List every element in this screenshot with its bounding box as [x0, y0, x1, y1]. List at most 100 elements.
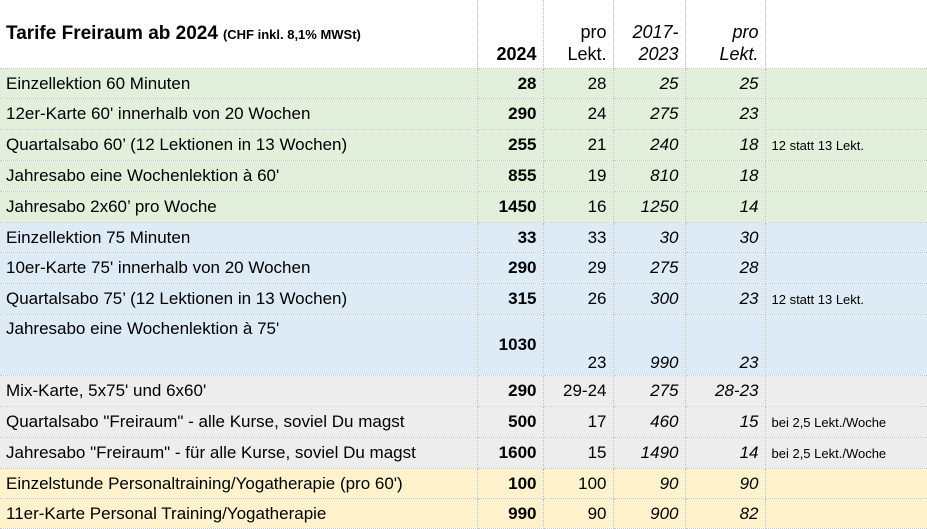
price-2024: 290 — [477, 252, 544, 284]
price-2024: 255 — [477, 129, 544, 161]
row-label: Einzellektion 60 Minuten — [0, 68, 478, 99]
price-2024: 1030 — [477, 314, 544, 376]
price-old-per-lesson: 23 — [685, 283, 766, 315]
price-old: 1490 — [613, 437, 686, 469]
price-old-per-lesson: 28-23 — [685, 375, 766, 407]
price-2024: 28 — [477, 68, 544, 99]
price-2024: 1600 — [477, 437, 544, 469]
col-header-lekt: Lekt. — [567, 44, 607, 64]
price-old-per-lesson: 82 — [685, 498, 766, 529]
row-label: Quartalsabo "Freiraum" - alle Kurse, sov… — [0, 406, 478, 438]
price-old: 275 — [613, 98, 686, 130]
table-row: Jahresabo "Freiraum" - für alle Kurse, s… — [0, 437, 927, 469]
row-note — [765, 375, 927, 407]
price-old: 300 — [613, 283, 686, 315]
price-old-per-lesson: 23 — [685, 314, 766, 376]
price-old-per-lesson: 23 — [685, 98, 766, 130]
price-old: 990 — [613, 314, 686, 376]
table-row: Quartalsabo 60’ (12 Lektionen in 13 Woch… — [0, 129, 927, 161]
row-note: 12 statt 13 Lekt. — [765, 129, 927, 161]
price-per-lesson: 29-24 — [543, 375, 614, 407]
page-subtitle: (CHF inkl. 8,1% MWSt) — [222, 27, 361, 42]
table-row: Jahresabo 2x60’ pro Woche 1450 16 1250 1… — [0, 191, 927, 223]
price-old-per-lesson: 15 — [685, 406, 766, 438]
price-2024: 855 — [477, 160, 544, 192]
row-label: Quartalsabo 75’ (12 Lektionen in 13 Woch… — [0, 283, 478, 315]
price-2024: 100 — [477, 468, 544, 499]
col-header-pro-lekt: pro Lekt. — [543, 0, 614, 69]
price-old-per-lesson: 18 — [685, 129, 766, 161]
col-header-years-start: 2017- — [632, 22, 679, 42]
row-label: Jahresabo eine Wochenlektion à 75' — [6, 319, 280, 338]
row-label: Jahresabo "Freiraum" - für alle Kurse, s… — [0, 437, 478, 469]
price-per-lesson: 28 — [543, 68, 614, 99]
row-note — [765, 98, 927, 130]
row-note — [765, 314, 927, 376]
price-per-lesson: 19 — [543, 160, 614, 192]
price-old: 30 — [613, 222, 686, 253]
col-header-old-lekt: Lekt. — [719, 44, 759, 64]
table-row: 11er-Karte Personal Training/Yogatherapi… — [0, 498, 927, 529]
price-old: 1250 — [613, 191, 686, 223]
price-per-lesson: 24 — [543, 98, 614, 130]
price-2024: 290 — [477, 98, 544, 130]
price-2024: 33 — [477, 222, 544, 253]
table-row: Jahresabo eine Wochenlektion à 60' 855 1… — [0, 160, 927, 192]
row-note — [765, 252, 927, 284]
price-per-lesson: 100 — [543, 468, 614, 499]
row-note: bei 2,5 Lekt./Woche — [765, 437, 927, 469]
row-note — [765, 160, 927, 192]
table-row: 10er-Karte 75' innerhalb von 20 Wochen 2… — [0, 252, 927, 284]
row-label: 11er-Karte Personal Training/Yogatherapi… — [0, 498, 478, 529]
row-label: Jahresabo 2x60’ pro Woche — [0, 191, 478, 223]
row-label: 12er-Karte 60' innerhalb von 20 Wochen — [0, 98, 478, 130]
price-old-per-lesson: 30 — [685, 222, 766, 253]
price-old: 460 — [613, 406, 686, 438]
price-2024: 1450 — [477, 191, 544, 223]
row-label-wrapped: Jahresabo eine Wochenlektion à 75' — [0, 314, 478, 376]
col-header-old-pro-lekt: pro Lekt. — [685, 0, 766, 69]
price-old: 90 — [613, 468, 686, 499]
header-row: Tarife Freiraum ab 2024 (CHF inkl. 8,1% … — [0, 0, 927, 69]
col-header-pro: pro — [580, 22, 607, 42]
row-label: Einzellektion 75 Minuten — [0, 222, 478, 253]
table-row: Jahresabo eine Wochenlektion à 75' 1030 … — [0, 314, 927, 376]
row-note: 12 statt 13 Lekt. — [765, 283, 927, 315]
price-per-lesson: 33 — [543, 222, 614, 253]
row-label: Jahresabo eine Wochenlektion à 60' — [0, 160, 478, 192]
table-row: Einzellektion 60 Minuten 28 28 25 25 — [0, 68, 927, 99]
price-old-per-lesson: 28 — [685, 252, 766, 284]
page-title: Tarife Freiraum ab 2024 — [6, 23, 218, 44]
price-per-lesson: 16 — [543, 191, 614, 223]
price-old-per-lesson: 14 — [685, 191, 766, 223]
row-label: Einzelstunde Personaltraining/Yogatherap… — [0, 468, 478, 499]
row-note — [765, 191, 927, 223]
col-header-years-end: 2023 — [638, 44, 679, 64]
row-note — [765, 68, 927, 99]
price-old: 810 — [613, 160, 686, 192]
price-per-lesson: 29 — [543, 252, 614, 284]
col-header-2017-2023: 2017- 2023 — [613, 0, 686, 69]
table-row: Mix-Karte, 5x75' und 6x60' 290 29-24 275… — [0, 375, 927, 407]
price-per-lesson: 15 — [543, 437, 614, 469]
row-label: Mix-Karte, 5x75' und 6x60' — [0, 375, 478, 407]
title-cell: Tarife Freiraum ab 2024 (CHF inkl. 8,1% … — [0, 0, 478, 69]
table-row: 12er-Karte 60' innerhalb von 20 Wochen 2… — [0, 98, 927, 130]
price-2024: 290 — [477, 375, 544, 407]
price-per-lesson: 90 — [543, 498, 614, 529]
price-old: 900 — [613, 498, 686, 529]
price-2024: 500 — [477, 406, 544, 438]
col-header-note — [765, 0, 927, 69]
price-old-per-lesson: 25 — [685, 68, 766, 99]
price-old: 240 — [613, 129, 686, 161]
price-old-per-lesson: 90 — [685, 468, 766, 499]
row-label: Quartalsabo 60’ (12 Lektionen in 13 Woch… — [0, 129, 478, 161]
price-per-lesson: 21 — [543, 129, 614, 161]
col-header-old-pro: pro — [732, 22, 759, 42]
price-per-lesson: 23 — [543, 314, 614, 376]
row-note — [765, 498, 927, 529]
row-note — [765, 468, 927, 499]
row-label: 10er-Karte 75' innerhalb von 20 Wochen — [0, 252, 478, 284]
